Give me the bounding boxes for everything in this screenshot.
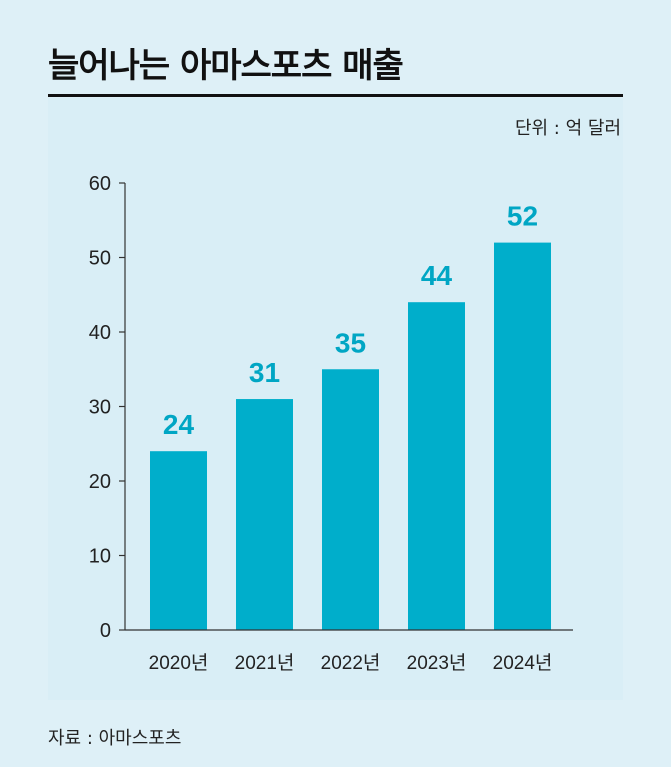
x-tick-label: 2023년 (407, 652, 467, 674)
value-labels: 24 31 35 44 52 (163, 201, 538, 441)
x-tick-label: 2021년 (235, 652, 295, 674)
value-label: 24 (163, 409, 195, 440)
y-tick-label: 50 (89, 248, 111, 270)
y-tick-label: 10 (89, 546, 111, 568)
bar-2021년 (236, 399, 293, 630)
value-label: 52 (507, 201, 538, 232)
x-tick-label: 2024년 (493, 652, 553, 674)
y-tick-label: 40 (89, 322, 111, 344)
bar-2023년 (408, 302, 465, 630)
y-tick-label: 0 (100, 620, 111, 642)
value-label: 35 (335, 327, 366, 358)
chart-title: 늘어나는 아마스포츠 매출 (48, 46, 404, 86)
value-label: 44 (421, 260, 453, 291)
y-tick-label: 60 (89, 173, 111, 195)
x-axis: 2020년 2021년 2022년 2023년 2024년 (125, 629, 573, 674)
y-axis: 0 10 20 30 40 50 60 (89, 173, 126, 642)
x-tick-label: 2022년 (321, 652, 381, 674)
unit-label: 단위 : 억 달러 (514, 118, 621, 139)
y-tick-label: 20 (89, 471, 111, 493)
x-tick-label: 2020년 (149, 652, 209, 674)
bar-2024년 (494, 242, 551, 630)
title-underline (48, 94, 623, 97)
bars (150, 242, 551, 630)
source-note: 자료 : 아마스포츠 (48, 728, 182, 749)
value-label: 31 (249, 357, 280, 388)
bar-2022년 (322, 369, 379, 630)
y-tick-label: 30 (89, 397, 111, 419)
bar-2020년 (150, 451, 207, 630)
